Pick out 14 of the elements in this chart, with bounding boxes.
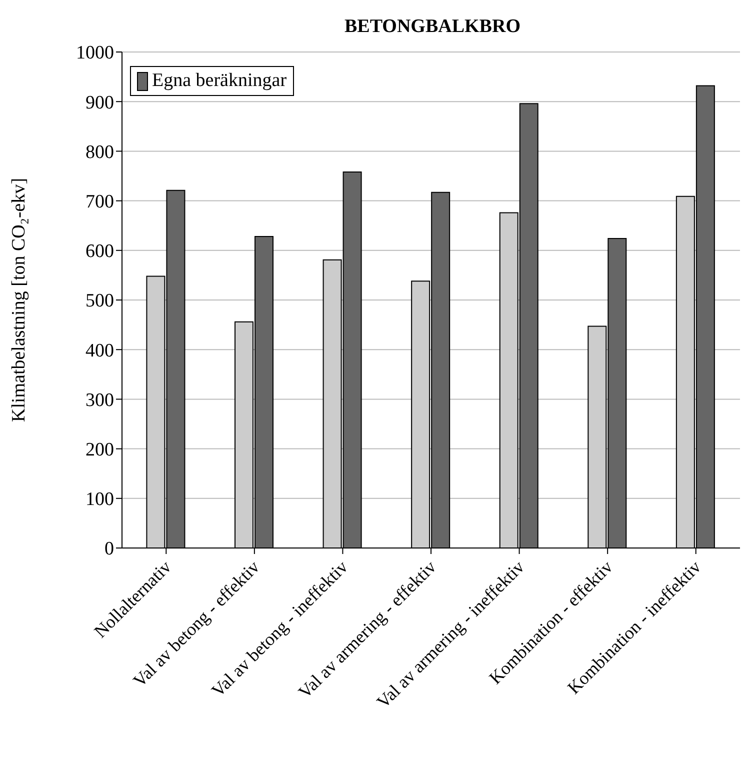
legend-label: Egna beräkningar (152, 69, 287, 93)
y-tick-label: 700 (86, 192, 114, 213)
y-tick-label: 800 (86, 142, 114, 163)
y-tick-label: 400 (86, 340, 114, 362)
y-tick-label: 1000 (76, 42, 114, 64)
y-tick-label: 100 (86, 489, 114, 510)
y-tick-label: 600 (86, 241, 114, 262)
y-tick-label: 900 (86, 92, 114, 114)
y-tick-label: 300 (86, 390, 114, 411)
y-tick-label: 200 (86, 440, 114, 461)
y-tick-label: 500 (86, 290, 114, 312)
y-axis-title: Klimatbelastning [ton CO₂-ekv] (8, 178, 30, 422)
y-tick-label: 0 (104, 538, 114, 560)
chart-title: BETONGBALKBRO (344, 16, 522, 38)
